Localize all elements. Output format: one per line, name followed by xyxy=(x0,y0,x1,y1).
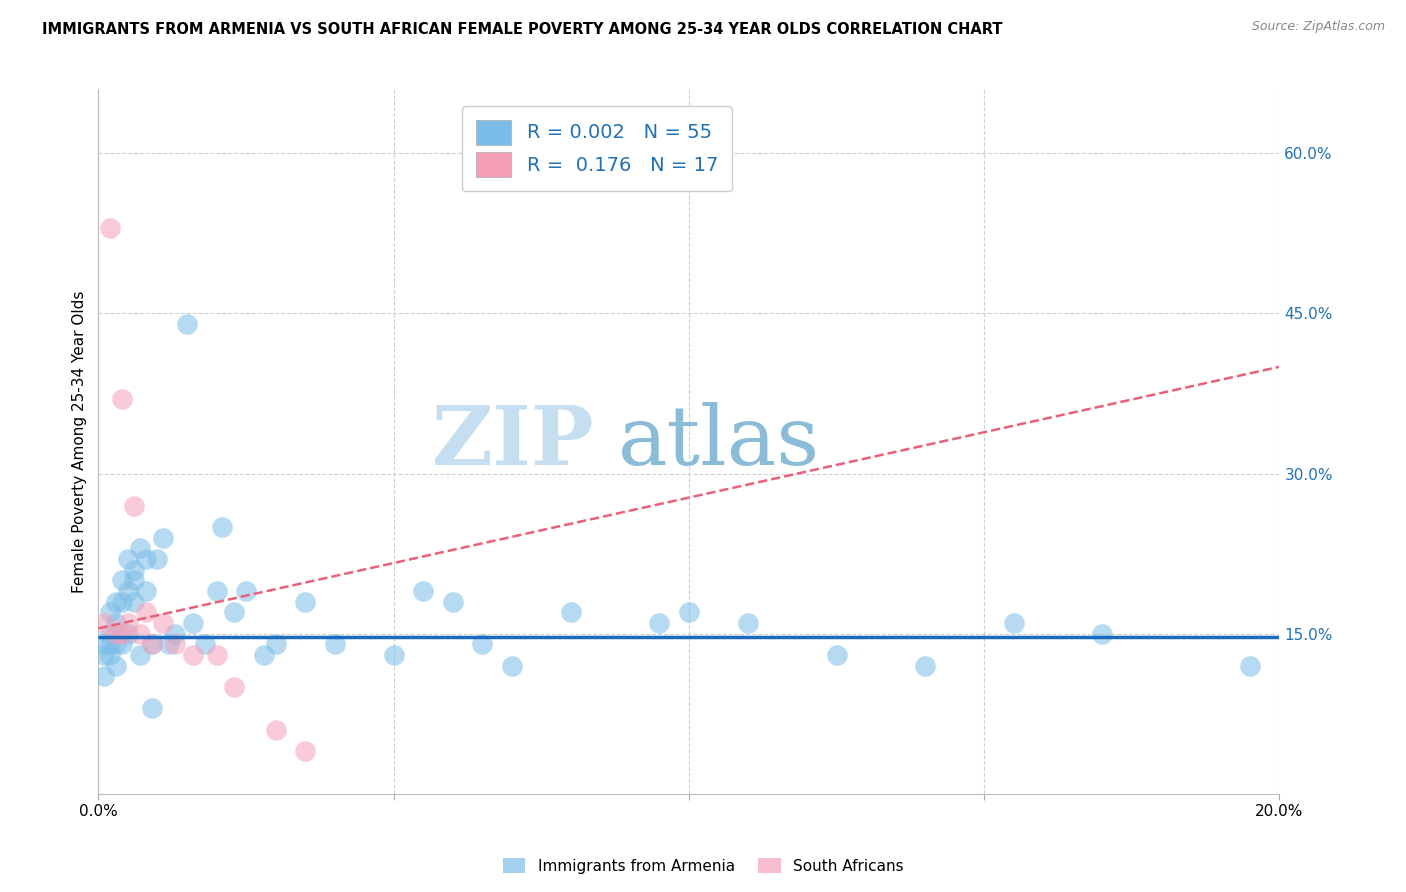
Point xyxy=(105,626,128,640)
Point xyxy=(211,520,233,534)
Point xyxy=(146,552,169,566)
Point xyxy=(117,552,139,566)
Point xyxy=(122,563,145,577)
Point xyxy=(264,637,287,651)
Point xyxy=(678,606,700,620)
Point xyxy=(194,637,217,651)
Point xyxy=(471,637,494,651)
Point xyxy=(111,392,134,406)
Legend: Immigrants from Armenia, South Africans: Immigrants from Armenia, South Africans xyxy=(496,852,910,880)
Point xyxy=(560,606,582,620)
Point xyxy=(122,574,145,588)
Point xyxy=(152,531,174,545)
Point xyxy=(122,595,145,609)
Point xyxy=(105,595,128,609)
Point xyxy=(93,648,115,662)
Point xyxy=(501,658,523,673)
Point xyxy=(152,615,174,630)
Point xyxy=(224,606,246,620)
Point xyxy=(181,615,204,630)
Point xyxy=(98,221,121,235)
Point xyxy=(98,637,121,651)
Point xyxy=(141,701,163,715)
Point xyxy=(412,584,434,599)
Point xyxy=(111,595,134,609)
Point xyxy=(165,626,187,640)
Point xyxy=(93,615,115,630)
Point xyxy=(98,648,121,662)
Point xyxy=(253,648,276,662)
Point xyxy=(111,626,134,640)
Point xyxy=(98,606,121,620)
Text: atlas: atlas xyxy=(619,401,820,482)
Point xyxy=(294,744,316,758)
Text: IMMIGRANTS FROM ARMENIA VS SOUTH AFRICAN FEMALE POVERTY AMONG 25-34 YEAR OLDS CO: IMMIGRANTS FROM ARMENIA VS SOUTH AFRICAN… xyxy=(42,22,1002,37)
Point xyxy=(135,552,157,566)
Point xyxy=(648,615,671,630)
Point xyxy=(122,499,145,513)
Point xyxy=(135,584,157,599)
Point xyxy=(294,595,316,609)
Point xyxy=(105,637,128,651)
Point xyxy=(323,637,346,651)
Point xyxy=(176,317,198,331)
Point xyxy=(737,615,759,630)
Point xyxy=(111,637,134,651)
Y-axis label: Female Poverty Among 25-34 Year Olds: Female Poverty Among 25-34 Year Olds xyxy=(72,291,87,592)
Point xyxy=(205,648,228,662)
Point xyxy=(128,648,150,662)
Legend: R = 0.002   N = 55, R =  0.176   N = 17: R = 0.002 N = 55, R = 0.176 N = 17 xyxy=(463,106,731,191)
Point xyxy=(264,723,287,737)
Point xyxy=(128,541,150,556)
Point xyxy=(382,648,405,662)
Point xyxy=(117,584,139,599)
Point xyxy=(105,615,128,630)
Point xyxy=(224,680,246,694)
Point xyxy=(441,595,464,609)
Point xyxy=(205,584,228,599)
Text: Source: ZipAtlas.com: Source: ZipAtlas.com xyxy=(1251,20,1385,33)
Text: ZIP: ZIP xyxy=(432,401,595,482)
Point xyxy=(1002,615,1025,630)
Point xyxy=(825,648,848,662)
Point xyxy=(141,637,163,651)
Point xyxy=(914,658,936,673)
Point xyxy=(105,658,128,673)
Point xyxy=(93,637,115,651)
Point xyxy=(1239,658,1261,673)
Point xyxy=(181,648,204,662)
Point xyxy=(117,626,139,640)
Point xyxy=(235,584,257,599)
Point xyxy=(93,669,115,683)
Point xyxy=(98,626,121,640)
Point xyxy=(135,606,157,620)
Point xyxy=(165,637,187,651)
Point xyxy=(157,637,180,651)
Point xyxy=(1091,626,1114,640)
Point xyxy=(128,626,150,640)
Point xyxy=(111,574,134,588)
Point xyxy=(141,637,163,651)
Point xyxy=(117,615,139,630)
